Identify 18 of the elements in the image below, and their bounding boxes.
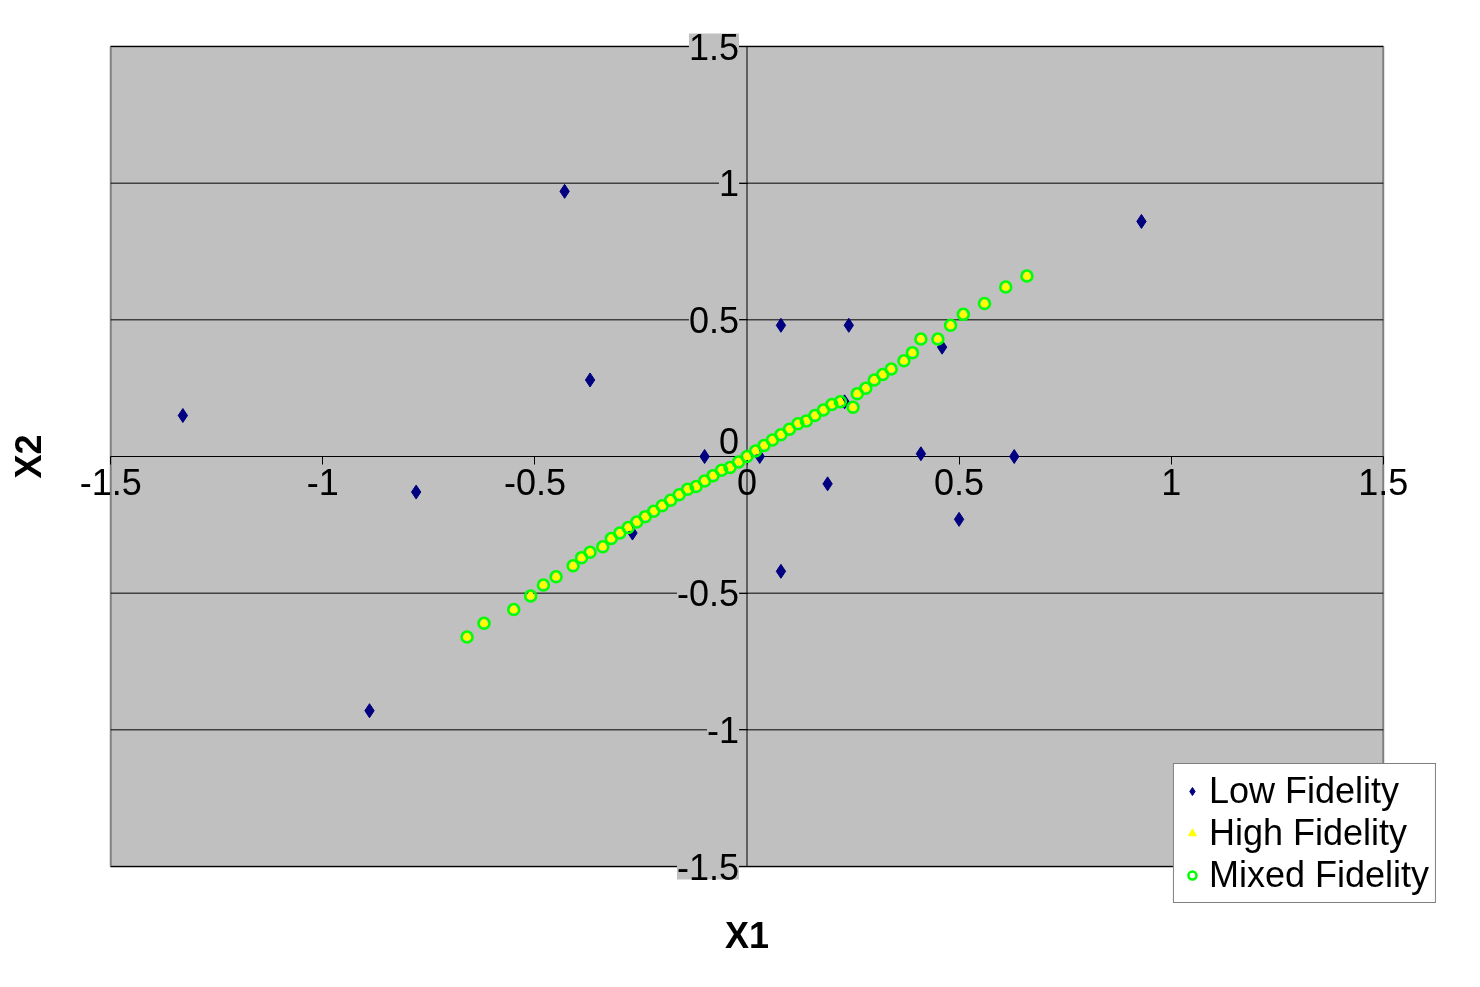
x-tick-label: -1.5 [79, 461, 142, 503]
x-tick-label: -1 [306, 461, 339, 503]
x-tick-label: 0.5 [934, 461, 985, 503]
x-tick-label: -0.5 [503, 461, 566, 503]
legend-label: High Fidelity [1208, 812, 1408, 854]
y-tick-label: -0.5 [676, 573, 740, 615]
x-tick-label: 1.5 [1358, 461, 1409, 503]
y-tick-label: 0 [718, 420, 740, 462]
y-tick-label: 1 [718, 163, 740, 205]
x-tick-label: 1 [1161, 461, 1182, 503]
x-axis-title: X1 [724, 914, 770, 956]
y-tick-label: 0.5 [688, 299, 739, 341]
legend-label: Mixed Fidelity [1208, 854, 1429, 896]
legend-label: Low Fidelity [1208, 770, 1400, 812]
y-tick-label: -1 [706, 709, 740, 751]
y-axis-title: X2 [7, 434, 49, 479]
y-tick-label: -1.5 [676, 846, 740, 888]
y-tick-label: 1.5 [688, 26, 739, 68]
